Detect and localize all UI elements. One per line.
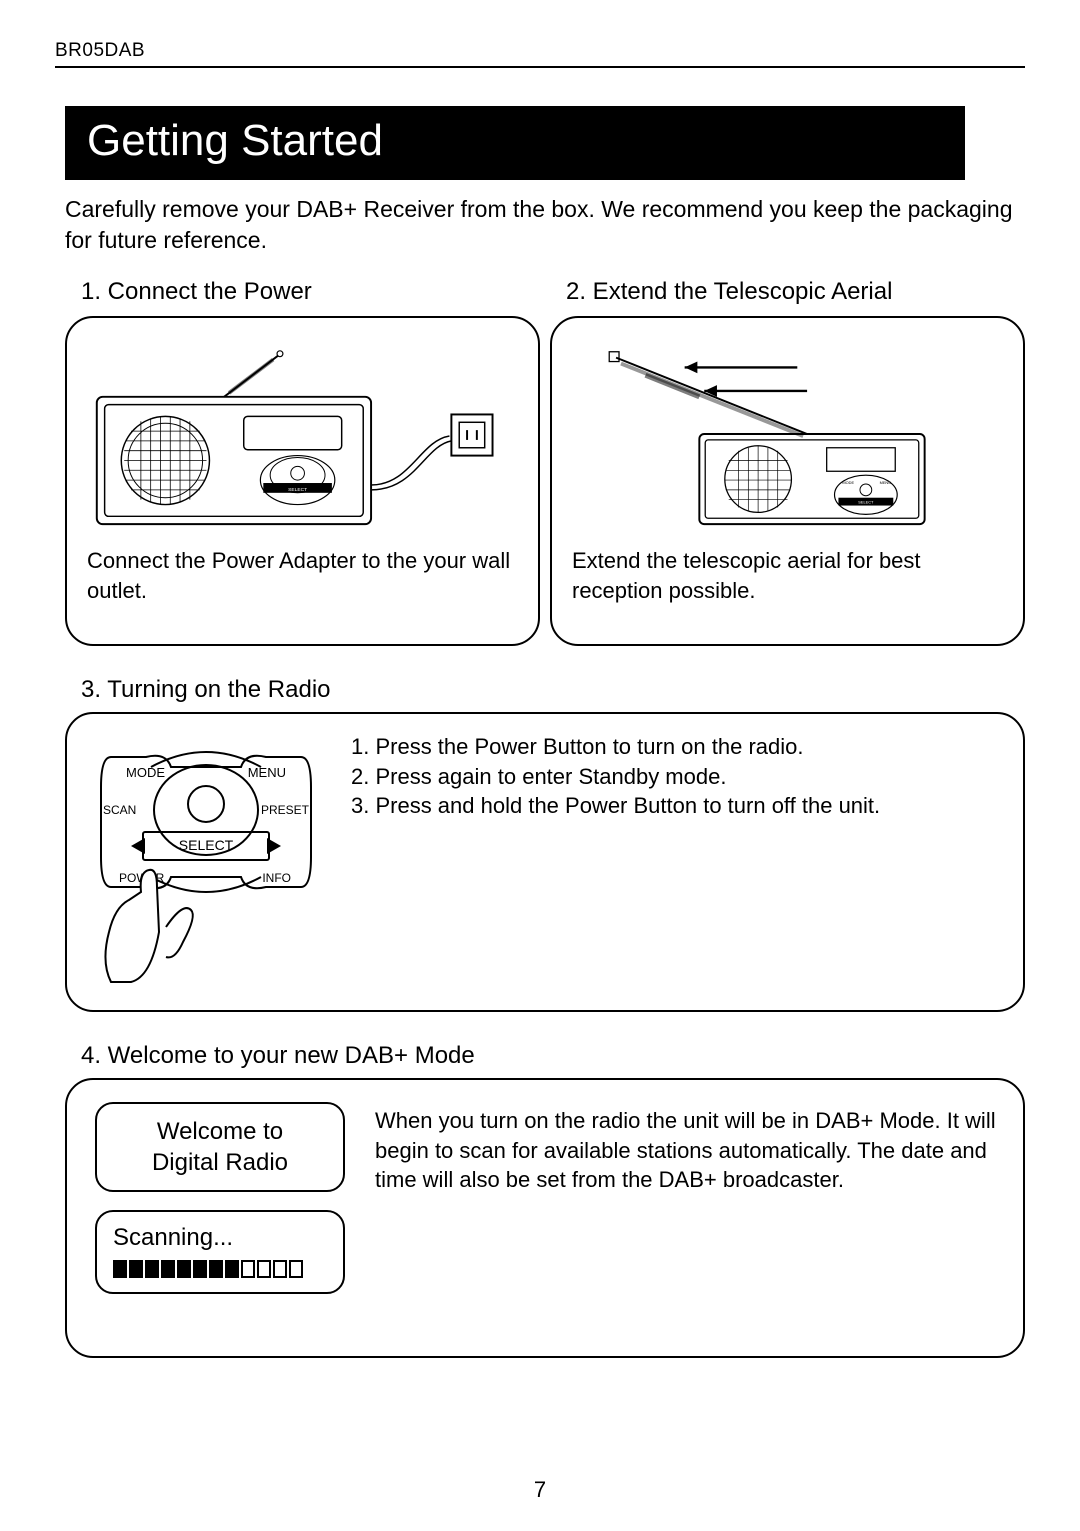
step3-heading: 3. Turning on the Radio bbox=[81, 676, 1025, 704]
lcd-scanning-text: Scanning... bbox=[113, 1224, 327, 1252]
scan-progress-bar bbox=[113, 1260, 327, 1278]
model-label: BR05DAB bbox=[55, 40, 145, 61]
svg-text:PRESET: PRESET bbox=[261, 803, 310, 817]
intro-text: Carefully remove your DAB+ Receiver from… bbox=[65, 194, 1025, 256]
progress-block bbox=[257, 1260, 271, 1278]
progress-block bbox=[241, 1260, 255, 1278]
step1-panel: SELECT Connect the Power Adapter to the … bbox=[65, 316, 540, 646]
svg-text:MENU: MENU bbox=[880, 480, 892, 485]
step4-heading: 4. Welcome to your new DAB+ Mode bbox=[81, 1042, 1025, 1070]
step3-line1: 1. Press the Power Button to turn on the… bbox=[351, 732, 880, 762]
progress-block bbox=[113, 1260, 127, 1278]
step4-panel: Welcome to Digital Radio Scanning... Whe… bbox=[65, 1078, 1025, 1358]
step3-line2: 2. Press again to enter Standby mode. bbox=[351, 762, 880, 792]
progress-block bbox=[177, 1260, 191, 1278]
progress-block bbox=[289, 1260, 303, 1278]
lcd-welcome-line1: Welcome to bbox=[157, 1116, 283, 1147]
svg-text:MENU: MENU bbox=[248, 765, 286, 780]
section-title: Getting Started bbox=[65, 106, 965, 180]
progress-block bbox=[145, 1260, 159, 1278]
radio-aerial-illustration: SELECT MODE MENU bbox=[572, 336, 1003, 536]
step3-line3: 3. Press and hold the Power Button to tu… bbox=[351, 791, 880, 821]
step1-caption: Connect the Power Adapter to the your wa… bbox=[87, 546, 518, 605]
progress-block bbox=[209, 1260, 223, 1278]
progress-block bbox=[129, 1260, 143, 1278]
progress-block bbox=[193, 1260, 207, 1278]
svg-text:SCAN: SCAN bbox=[103, 803, 136, 817]
step1-heading: 1. Connect the Power bbox=[81, 278, 540, 306]
control-pad-illustration: SELECT MODE MENU SCAN PRESET POWER INFO bbox=[91, 732, 321, 992]
lcd-welcome-line2: Digital Radio bbox=[152, 1147, 288, 1178]
step4-text: When you turn on the radio the unit will… bbox=[375, 1102, 1003, 1334]
lcd-welcome: Welcome to Digital Radio bbox=[95, 1102, 345, 1192]
select-label: SELECT bbox=[179, 837, 234, 853]
svg-text:INFO: INFO bbox=[262, 871, 291, 885]
radio-power-illustration: SELECT bbox=[87, 336, 518, 536]
svg-text:MODE: MODE bbox=[126, 765, 165, 780]
step2-heading: 2. Extend the Telescopic Aerial bbox=[566, 278, 1025, 306]
step2-caption: Extend the telescopic aerial for best re… bbox=[572, 546, 1003, 605]
page-number: 7 bbox=[534, 1477, 546, 1503]
svg-text:MODE: MODE bbox=[842, 480, 854, 485]
step3-panel: SELECT MODE MENU SCAN PRESET POWER INFO … bbox=[65, 712, 1025, 1012]
progress-block bbox=[225, 1260, 239, 1278]
progress-block bbox=[273, 1260, 287, 1278]
lcd-scanning: Scanning... bbox=[95, 1210, 345, 1294]
svg-text:SELECT: SELECT bbox=[288, 487, 307, 493]
step2-panel: SELECT MODE MENU Extend the telescopic a… bbox=[550, 316, 1025, 646]
progress-block bbox=[161, 1260, 175, 1278]
svg-text:SELECT: SELECT bbox=[858, 500, 874, 505]
